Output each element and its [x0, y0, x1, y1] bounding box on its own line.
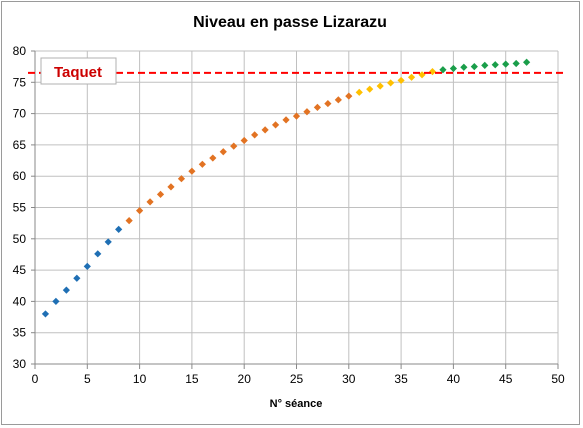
data-point: [230, 142, 238, 150]
data-point: [387, 79, 395, 87]
y-tick-label: 65: [13, 138, 27, 152]
y-tick-label: 55: [13, 201, 27, 215]
data-point: [303, 108, 311, 116]
data-point: [282, 116, 290, 124]
data-point: [198, 160, 206, 168]
x-tick-label: 10: [133, 372, 147, 386]
x-axis-label: N° séance: [270, 398, 323, 410]
x-tick-label: 20: [238, 372, 252, 386]
data-point: [188, 167, 196, 175]
data-point: [345, 92, 353, 100]
data-point: [73, 274, 81, 282]
data-point: [125, 217, 133, 225]
data-point: [261, 126, 269, 134]
data-point: [439, 66, 447, 74]
y-tick-label: 50: [13, 232, 27, 246]
x-tick-label: 35: [394, 372, 408, 386]
x-tick-label: 5: [84, 372, 91, 386]
x-tick-label: 15: [185, 372, 199, 386]
data-point: [418, 71, 426, 79]
reference-label: Taquet: [54, 64, 102, 81]
data-point: [83, 262, 91, 270]
data-point: [167, 183, 175, 191]
data-point: [460, 63, 468, 71]
x-tick-label: 30: [342, 372, 356, 386]
data-point: [94, 250, 102, 258]
y-tick-label: 70: [13, 107, 27, 121]
y-tick-label: 60: [13, 169, 27, 183]
y-tick-label: 40: [13, 294, 27, 308]
data-point: [397, 76, 405, 85]
y-tick-label: 45: [13, 263, 27, 277]
y-tick-label: 75: [13, 75, 27, 89]
data-point: [512, 59, 520, 68]
data-point: [209, 154, 217, 162]
gridlines: [34, 50, 559, 365]
data-point: [355, 88, 363, 96]
y-tick-label: 80: [13, 44, 27, 58]
data-point: [449, 64, 457, 73]
data-point: [313, 103, 322, 111]
data-point: [271, 121, 280, 129]
chart-title: Niveau en passe Lizarazu: [193, 14, 387, 31]
data-point: [481, 61, 489, 69]
x-tick-label: 0: [32, 372, 39, 386]
y-tick-label: 30: [13, 357, 27, 371]
data-point: [156, 190, 165, 198]
data-point: [177, 175, 186, 183]
data-point: [428, 68, 437, 76]
data-point: [523, 58, 531, 66]
reference-label-box: [40, 57, 117, 85]
data-point: [219, 148, 227, 156]
y-tick-label: 35: [13, 326, 27, 340]
data-point: [491, 61, 499, 69]
data-point: [115, 225, 123, 234]
axes: 0 5 10 15 20 25 30 35 40 45 50 30 35 40 45 50 55 60 65 70 75…: [13, 44, 565, 386]
x-tick-label: 40: [447, 372, 461, 386]
x-tick-label: 45: [499, 372, 513, 386]
data-point: [470, 63, 478, 71]
data-point: [251, 131, 259, 139]
data-point: [62, 286, 70, 294]
data-point: [502, 60, 510, 68]
data-points: [41, 58, 531, 318]
data-point: [334, 96, 342, 104]
data-point: [52, 297, 60, 305]
data-point: [376, 82, 384, 90]
data-point: [407, 73, 416, 81]
x-tick-label: 50: [551, 372, 565, 386]
x-tick-label: 25: [290, 372, 304, 386]
data-point: [146, 198, 154, 206]
data-point: [292, 112, 301, 120]
reference-line-group: Taquet: [28, 57, 567, 85]
data-point: [136, 207, 144, 215]
data-point: [41, 310, 50, 318]
data-point: [240, 136, 248, 145]
data-point: [366, 85, 374, 93]
data-point: [324, 99, 332, 108]
data-point: [104, 238, 112, 246]
